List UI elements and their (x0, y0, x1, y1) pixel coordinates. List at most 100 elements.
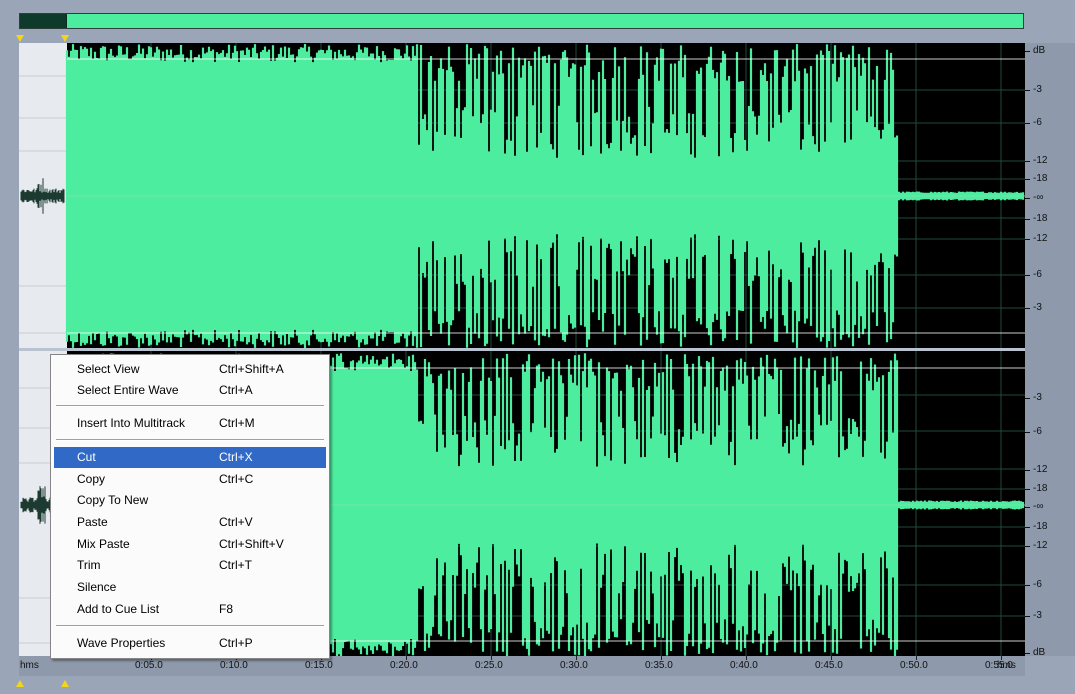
view-start-marker-icon[interactable] (16, 35, 24, 42)
db-tick (1025, 653, 1030, 654)
time-tick-label: 0:50.0 (900, 660, 928, 671)
db-tick (1025, 432, 1030, 433)
db-label: -∞ (1033, 192, 1044, 203)
time-tick (576, 656, 577, 660)
db-label: dB (1033, 647, 1046, 658)
menu-separator (56, 625, 324, 627)
db-tick (1025, 275, 1030, 276)
menu-item-label: Insert Into Multitrack (77, 416, 186, 430)
db-tick (1025, 507, 1030, 508)
db-tick (1025, 546, 1030, 547)
time-tick (831, 656, 832, 660)
menu-item-copy[interactable]: Copy Ctrl+C (54, 469, 326, 490)
time-tick (746, 656, 747, 660)
view-end-marker-icon[interactable] (61, 35, 69, 42)
db-tick (1025, 616, 1030, 617)
menu-item-shortcut: Ctrl+X (219, 450, 253, 464)
overview-bar[interactable] (19, 13, 1024, 29)
menu-item-label: Add to Cue List (77, 602, 160, 616)
menu-item-copy-to-new[interactable]: Copy To New (54, 490, 326, 511)
db-label: -12 (1033, 464, 1048, 475)
db-tick (1025, 179, 1030, 180)
time-tick-label: 0:05.0 (135, 660, 163, 671)
time-tick (661, 656, 662, 660)
time-ruler: hms 0:05.0 0:10.0 0:15.0 0:20.0 0:25.0 0:30.0… (19, 656, 1025, 676)
db-label: -6 (1033, 269, 1042, 280)
db-tick (1025, 198, 1030, 199)
db-label: -3 (1033, 610, 1042, 621)
menu-item-insert-into-multitrack[interactable]: Insert Into Multitrack Ctrl+M (54, 413, 326, 434)
db-label: -18 (1033, 213, 1048, 224)
db-label: dB (1033, 45, 1046, 56)
menu-item-label: Copy To New (77, 493, 149, 507)
time-tick (406, 656, 407, 660)
time-tick-label: 0:55.0 (985, 660, 1013, 671)
db-tick (1025, 527, 1030, 528)
db-label: -6 (1033, 426, 1042, 437)
db-label: -18 (1033, 483, 1048, 494)
menu-item-select-view[interactable]: Select View Ctrl+Shift+A (54, 359, 326, 380)
menu-item-shortcut: Ctrl+P (219, 636, 253, 650)
db-label: -18 (1033, 173, 1048, 184)
time-tick-label: 0:40.0 (730, 660, 758, 671)
context-menu: Select View Ctrl+Shift+A Select Entire W… (50, 354, 330, 659)
time-tick (491, 656, 492, 660)
db-label: -6 (1033, 579, 1042, 590)
db-label: -6 (1033, 117, 1042, 128)
menu-item-shortcut: Ctrl+V (219, 515, 253, 529)
overview-visible-range[interactable] (20, 14, 67, 28)
time-tick-label: 0:25.0 (475, 660, 503, 671)
db-label: -3 (1033, 302, 1042, 313)
db-ruler: dB -3 -6 -12 -18 -∞ -18 -12 -6 -3 -3 -6 -12 -18 -∞ -18… (1025, 43, 1075, 658)
menu-separator (56, 439, 324, 441)
time-unit-right: hms (997, 660, 1016, 671)
menu-item-label: Silence (77, 580, 117, 594)
menu-item-shortcut: F8 (219, 602, 234, 616)
time-tick-label: 0:35.0 (645, 660, 673, 671)
selection-end-marker-icon[interactable] (61, 680, 69, 687)
menu-item-shortcut: Ctrl+M (219, 416, 255, 430)
db-tick (1025, 470, 1030, 471)
menu-item-label: Copy (77, 472, 106, 486)
time-tick-label: 0:45.0 (815, 660, 843, 671)
time-tick (916, 656, 917, 660)
time-tick (1001, 656, 1002, 660)
selection-start-marker-icon[interactable] (16, 680, 24, 687)
menu-item-paste[interactable]: Paste Ctrl+V (54, 512, 326, 533)
unselected-waveform-trace (20, 178, 65, 214)
db-tick (1025, 161, 1030, 162)
db-tick (1025, 219, 1030, 220)
db-tick (1025, 585, 1030, 586)
db-tick (1025, 239, 1030, 240)
db-tick (1025, 308, 1030, 309)
menu-item-select-entire-wave[interactable]: Select Entire Wave Ctrl+A (54, 380, 326, 401)
channel-divider[interactable] (19, 348, 1025, 351)
db-label: -18 (1033, 521, 1048, 532)
db-label: -3 (1033, 84, 1042, 95)
db-tick (1025, 51, 1030, 52)
time-tick-label: 0:20.0 (390, 660, 418, 671)
time-tick-label: 0:10.0 (220, 660, 248, 671)
menu-item-cut[interactable]: Cut Ctrl+X (54, 447, 326, 468)
menu-item-shortcut: Ctrl+C (219, 472, 254, 486)
menu-item-shortcut: Ctrl+A (219, 383, 253, 397)
menu-item-trim[interactable]: Trim Ctrl+T (54, 555, 326, 576)
menu-item-label: Mix Paste (77, 537, 130, 551)
menu-separator (56, 405, 324, 407)
menu-item-label: Trim (77, 558, 101, 572)
db-label: -12 (1033, 540, 1048, 551)
menu-item-mix-paste[interactable]: Mix Paste Ctrl+Shift+V (54, 534, 326, 555)
menu-item-add-to-cue-list[interactable]: Add to Cue List F8 (54, 599, 326, 620)
menu-item-label: Cut (77, 450, 96, 464)
db-tick (1025, 123, 1030, 124)
db-label: -∞ (1033, 501, 1044, 512)
menu-item-wave-properties[interactable]: Wave Properties Ctrl+P (54, 633, 326, 654)
menu-item-shortcut: Ctrl+T (219, 558, 252, 572)
db-label: -12 (1033, 155, 1048, 166)
db-tick (1025, 90, 1030, 91)
menu-item-silence[interactable]: Silence (54, 577, 326, 598)
menu-item-shortcut: Ctrl+Shift+A (219, 362, 284, 376)
db-label: -3 (1033, 392, 1042, 403)
db-tick (1025, 489, 1030, 490)
